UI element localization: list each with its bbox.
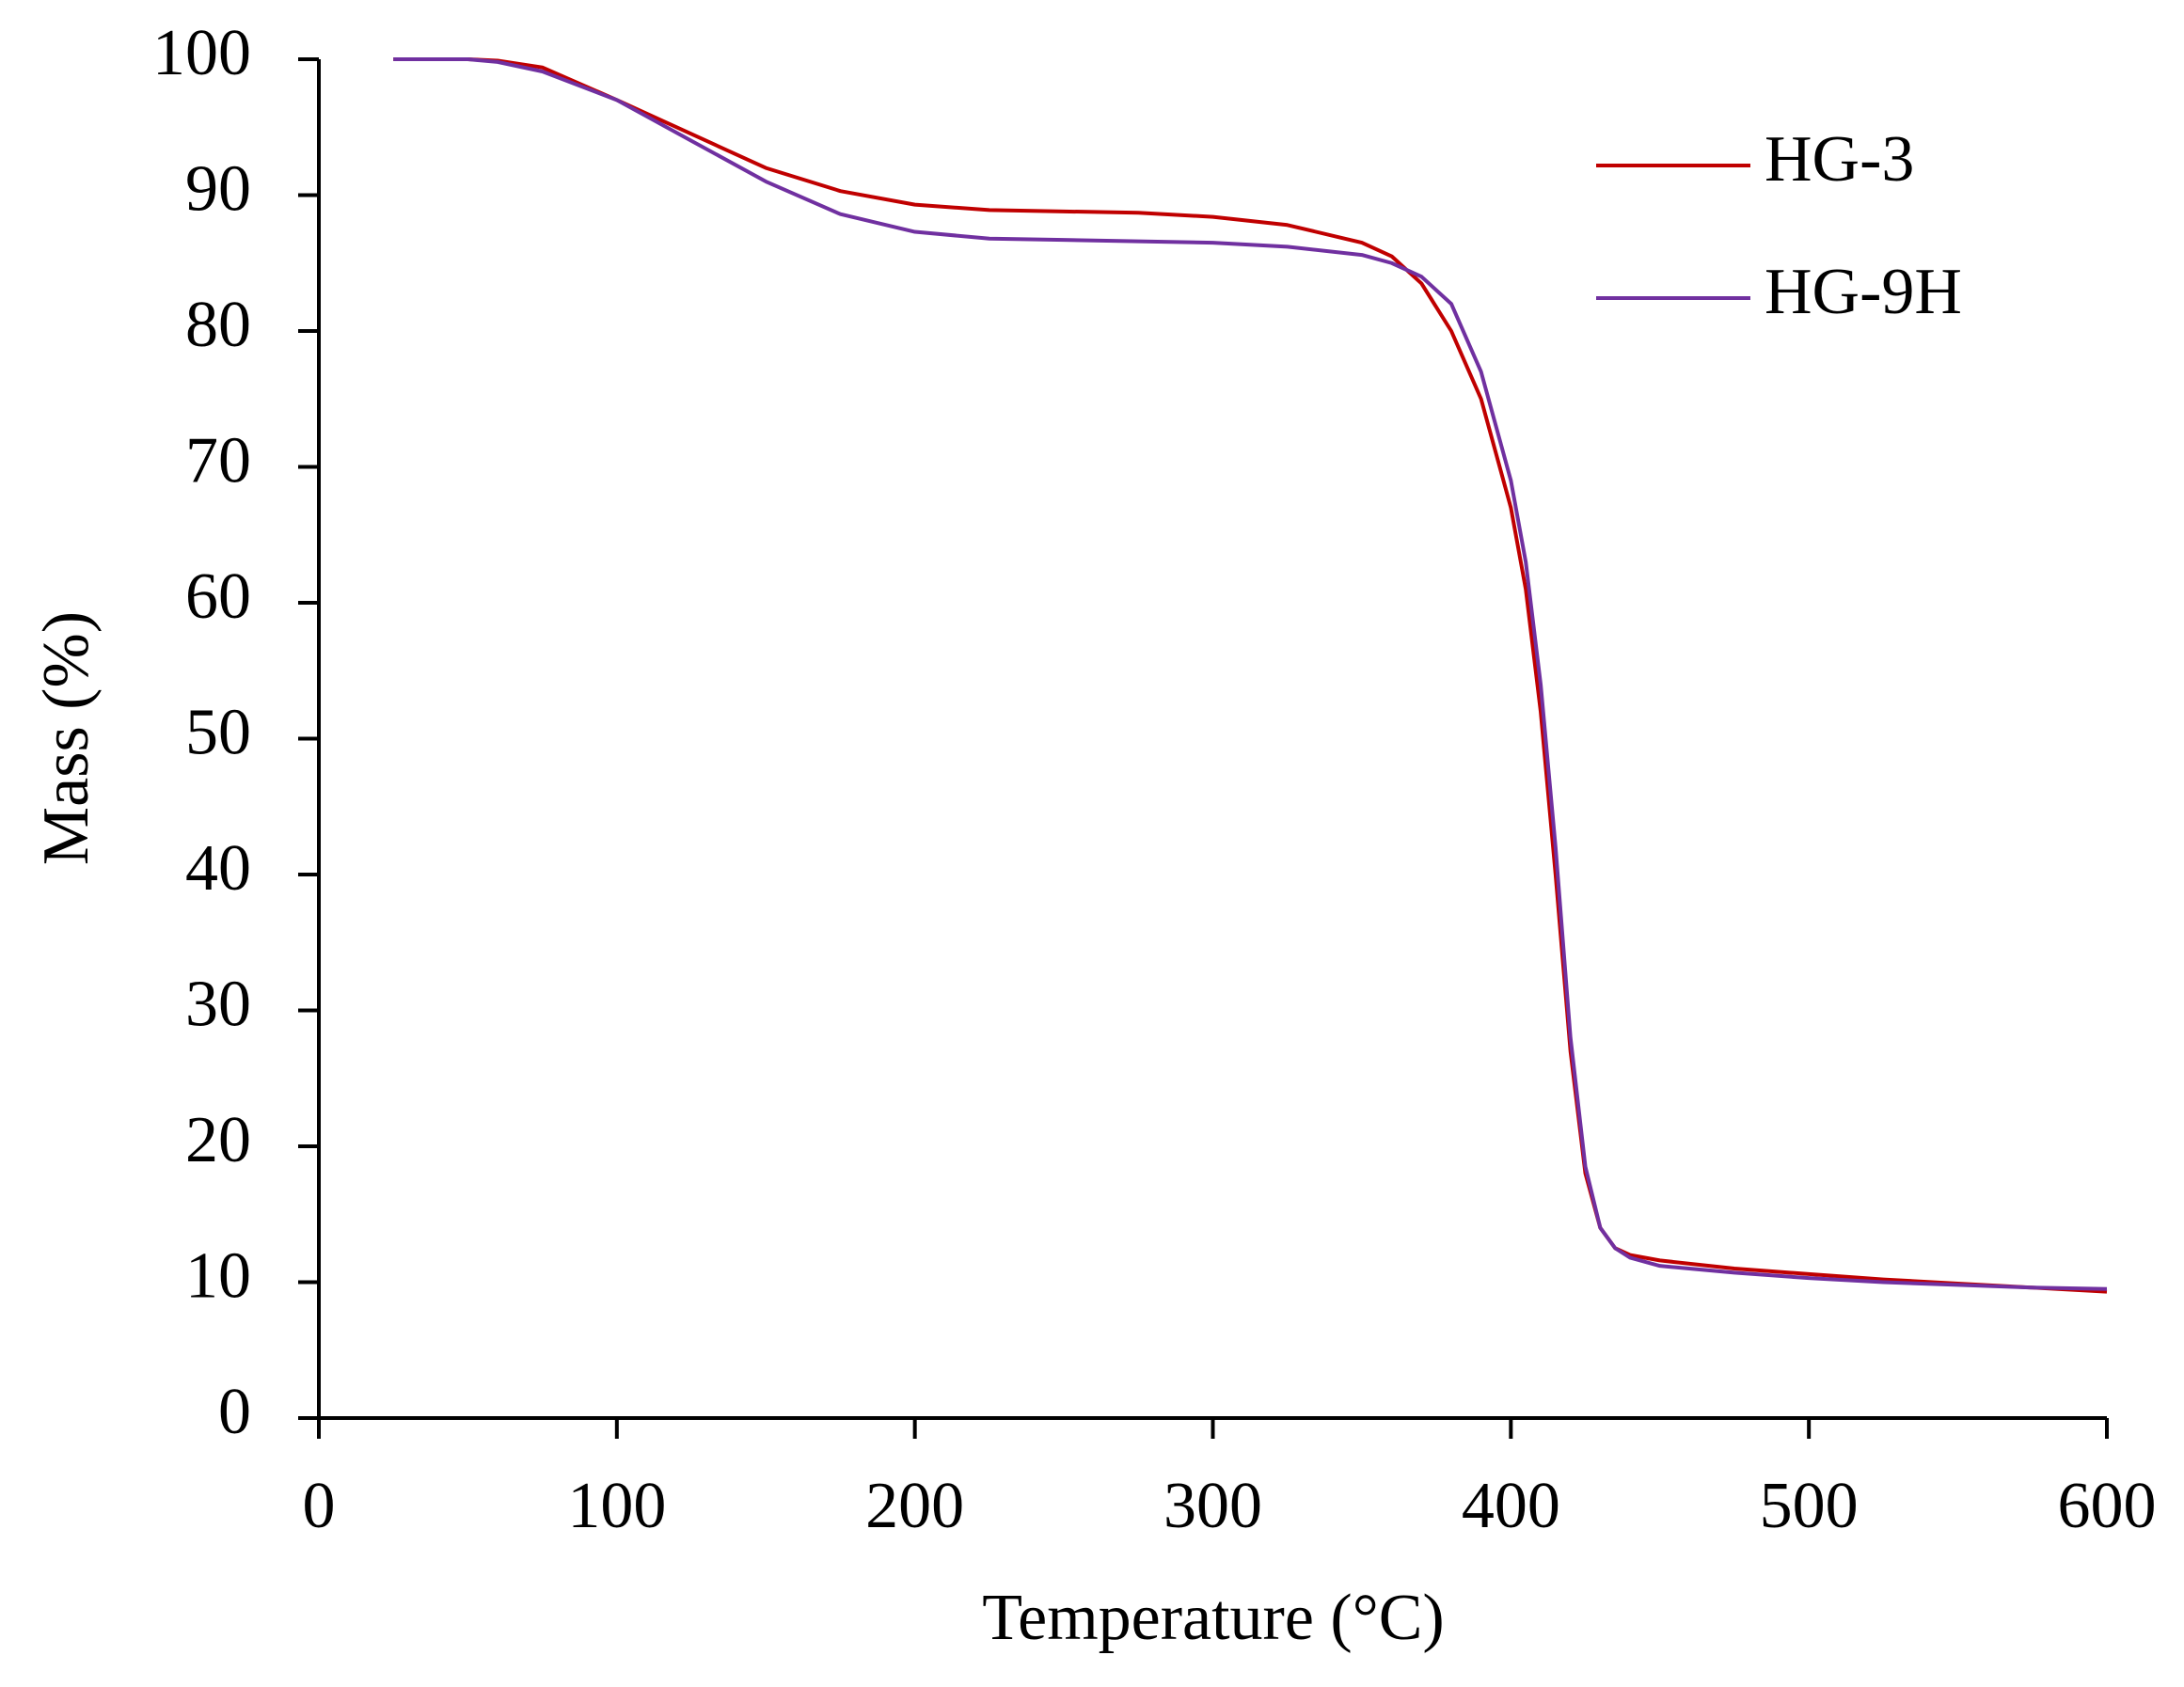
y-tick-label: 10 (185, 1240, 251, 1313)
data-line (393, 57, 2108, 1294)
y-tick-label: 80 (185, 289, 251, 361)
y-tick-label: 40 (185, 832, 251, 905)
data-line (393, 57, 2108, 1291)
y-tick-label: 0 (218, 1376, 251, 1448)
x-tick-label: 0 (303, 1470, 336, 1542)
y-tick-label: 30 (185, 969, 251, 1041)
legend-label: HG-3 (1765, 123, 1914, 196)
y-tick-label: 60 (185, 560, 251, 633)
x-tick-label: 300 (1163, 1470, 1262, 1542)
x-tick-label: 600 (2058, 1470, 2157, 1542)
legend-label: HG-9H (1765, 256, 1962, 328)
y-tick-label: 100 (152, 17, 251, 89)
x-tick-label: 100 (567, 1470, 666, 1542)
x-tick-label: 400 (1462, 1470, 1560, 1542)
y-axis-title: Mass (%) (30, 611, 103, 865)
y-tick-label: 20 (185, 1104, 251, 1176)
x-axis-title: Temperature (°C) (982, 1582, 1444, 1654)
y-tick-label: 50 (185, 697, 251, 769)
x-tick-label: 500 (1760, 1470, 1859, 1542)
x-tick-label: 200 (865, 1470, 964, 1542)
y-tick-label: 70 (185, 425, 251, 497)
y-tick-label: 90 (185, 153, 251, 226)
